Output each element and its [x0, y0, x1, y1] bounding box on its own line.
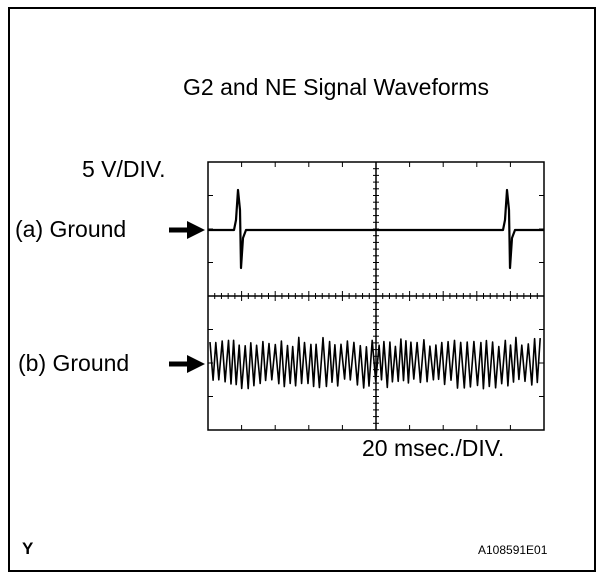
waveform-ne: [209, 336, 541, 390]
scope-graticule-ticks: [207, 161, 545, 431]
figure-letter: Y: [22, 539, 34, 558]
time-scale-label: 20 msec./DIV.: [362, 435, 505, 461]
voltage-scale-label: 5 V/DIV.: [82, 156, 166, 182]
figure-frame: [8, 7, 596, 572]
waveform-g2: [208, 188, 544, 270]
channel-a-ground-label: (a) Ground: [15, 216, 127, 242]
channel-b-ground-label: (b) Ground: [18, 350, 130, 376]
channel-b-arrow: [169, 355, 205, 373]
diagram-title: G2 and NE Signal Waveforms: [183, 74, 489, 100]
figure-id: A108591E01: [478, 543, 548, 557]
channel-a-arrow: [169, 221, 205, 239]
